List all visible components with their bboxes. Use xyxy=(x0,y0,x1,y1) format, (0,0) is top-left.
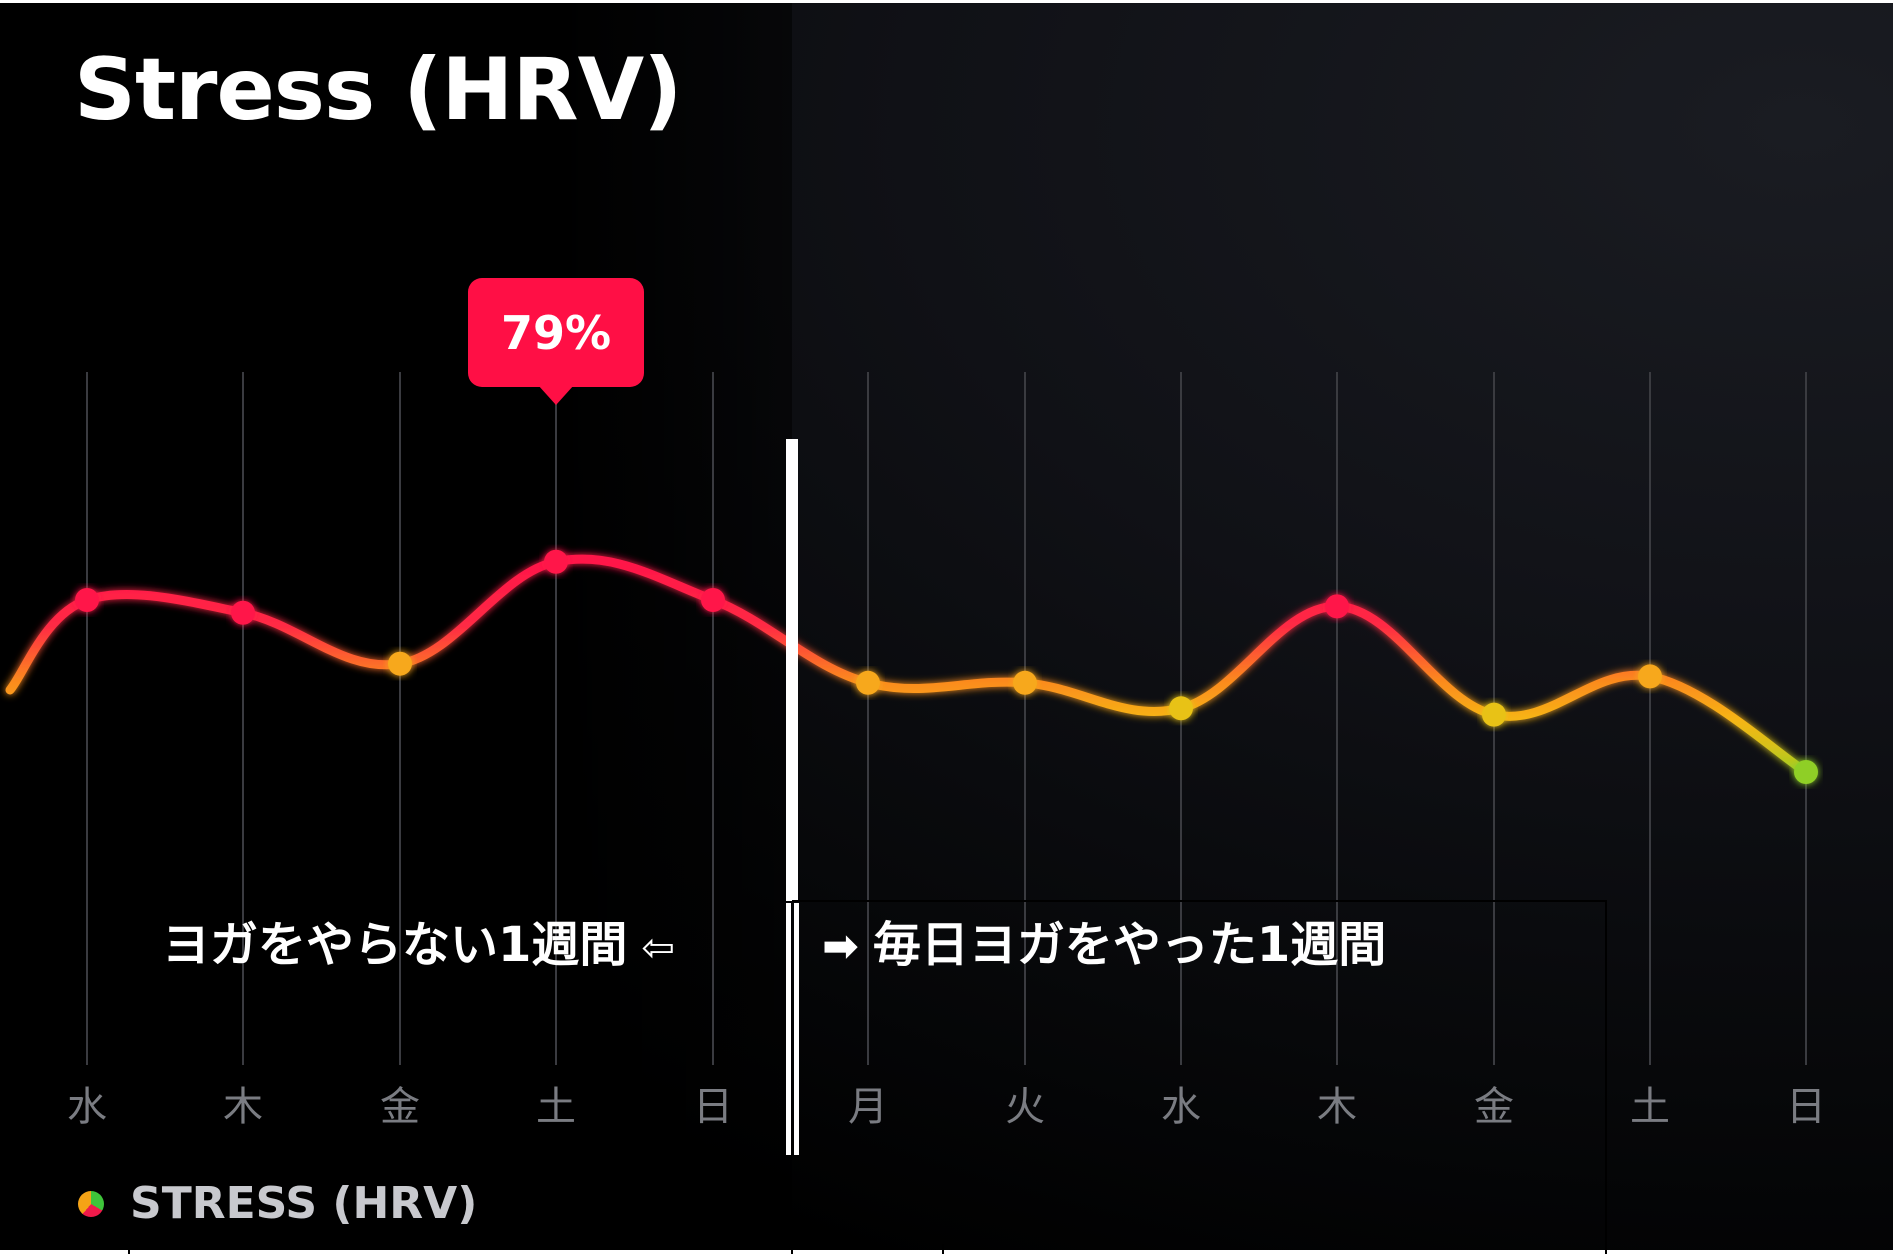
right-arrow-icon: ➡ xyxy=(822,921,859,972)
x-axis-label: 日 xyxy=(1786,1084,1826,1130)
left-shade xyxy=(0,0,792,1254)
vertical-gridlines xyxy=(86,372,1807,1065)
bottom-tick xyxy=(942,1244,944,1254)
top-border xyxy=(0,0,1896,3)
data-point[interactable] xyxy=(1169,696,1193,721)
x-axis-label: 土 xyxy=(1630,1084,1670,1130)
x-axis-label: 日 xyxy=(693,1084,733,1130)
annotation-before-text: ヨガをやらない1週間 xyxy=(162,917,628,973)
x-axis-label: 水 xyxy=(1161,1084,1201,1130)
x-axis-label: 金 xyxy=(380,1084,420,1130)
data-point[interactable] xyxy=(231,600,255,625)
multicolor-dot-icon xyxy=(78,1190,104,1217)
data-point[interactable] xyxy=(1794,759,1818,784)
data-point[interactable] xyxy=(1482,702,1506,727)
data-points xyxy=(75,549,1818,784)
stress-line xyxy=(5,554,1811,777)
left-arrow-icon: ⇦ xyxy=(641,925,675,971)
data-point[interactable] xyxy=(1013,670,1037,695)
tooltip-value: 79% xyxy=(500,305,612,360)
data-point[interactable] xyxy=(1325,594,1349,619)
bottom-tick xyxy=(1605,1244,1607,1254)
data-point[interactable] xyxy=(388,651,412,676)
bottom-border xyxy=(0,1250,1896,1254)
chart-title: Stress (HRV) xyxy=(74,40,682,140)
x-axis-label: 水 xyxy=(67,1084,107,1130)
legend: STRESS (HRV) xyxy=(78,1178,477,1229)
bottom-tick xyxy=(128,1244,130,1254)
x-axis-label: 木 xyxy=(1317,1084,1357,1130)
bottom-tick xyxy=(791,1244,793,1254)
data-point[interactable] xyxy=(75,587,99,612)
value-tooltip: 79% xyxy=(468,278,644,405)
x-axis-label: 火 xyxy=(1005,1084,1045,1130)
legend-label: STRESS (HRV) xyxy=(130,1178,478,1229)
x-axis-label: 土 xyxy=(536,1084,576,1130)
x-axis-label: 月 xyxy=(848,1084,888,1130)
x-axis-label: 金 xyxy=(1474,1084,1514,1130)
data-point[interactable] xyxy=(856,670,880,695)
annotation-box-right xyxy=(1605,900,1607,1254)
data-point[interactable] xyxy=(701,587,725,612)
week-divider xyxy=(786,439,798,901)
data-point[interactable] xyxy=(544,549,568,574)
week-divider-line-a xyxy=(786,903,791,1155)
week-divider-line-b xyxy=(794,903,799,1155)
annotation-before-yoga: ヨガをやらない1週間 ⇦ xyxy=(162,915,675,978)
annotation-after-text: 毎日ヨガをやった1週間 xyxy=(872,917,1387,973)
data-point[interactable] xyxy=(1638,664,1662,689)
annotation-after-yoga: ➡ 毎日ヨガをやった1週間 xyxy=(822,915,1386,977)
x-axis-label: 木 xyxy=(223,1084,263,1130)
right-border xyxy=(1893,0,1896,1254)
annotation-box-top xyxy=(792,900,1606,902)
